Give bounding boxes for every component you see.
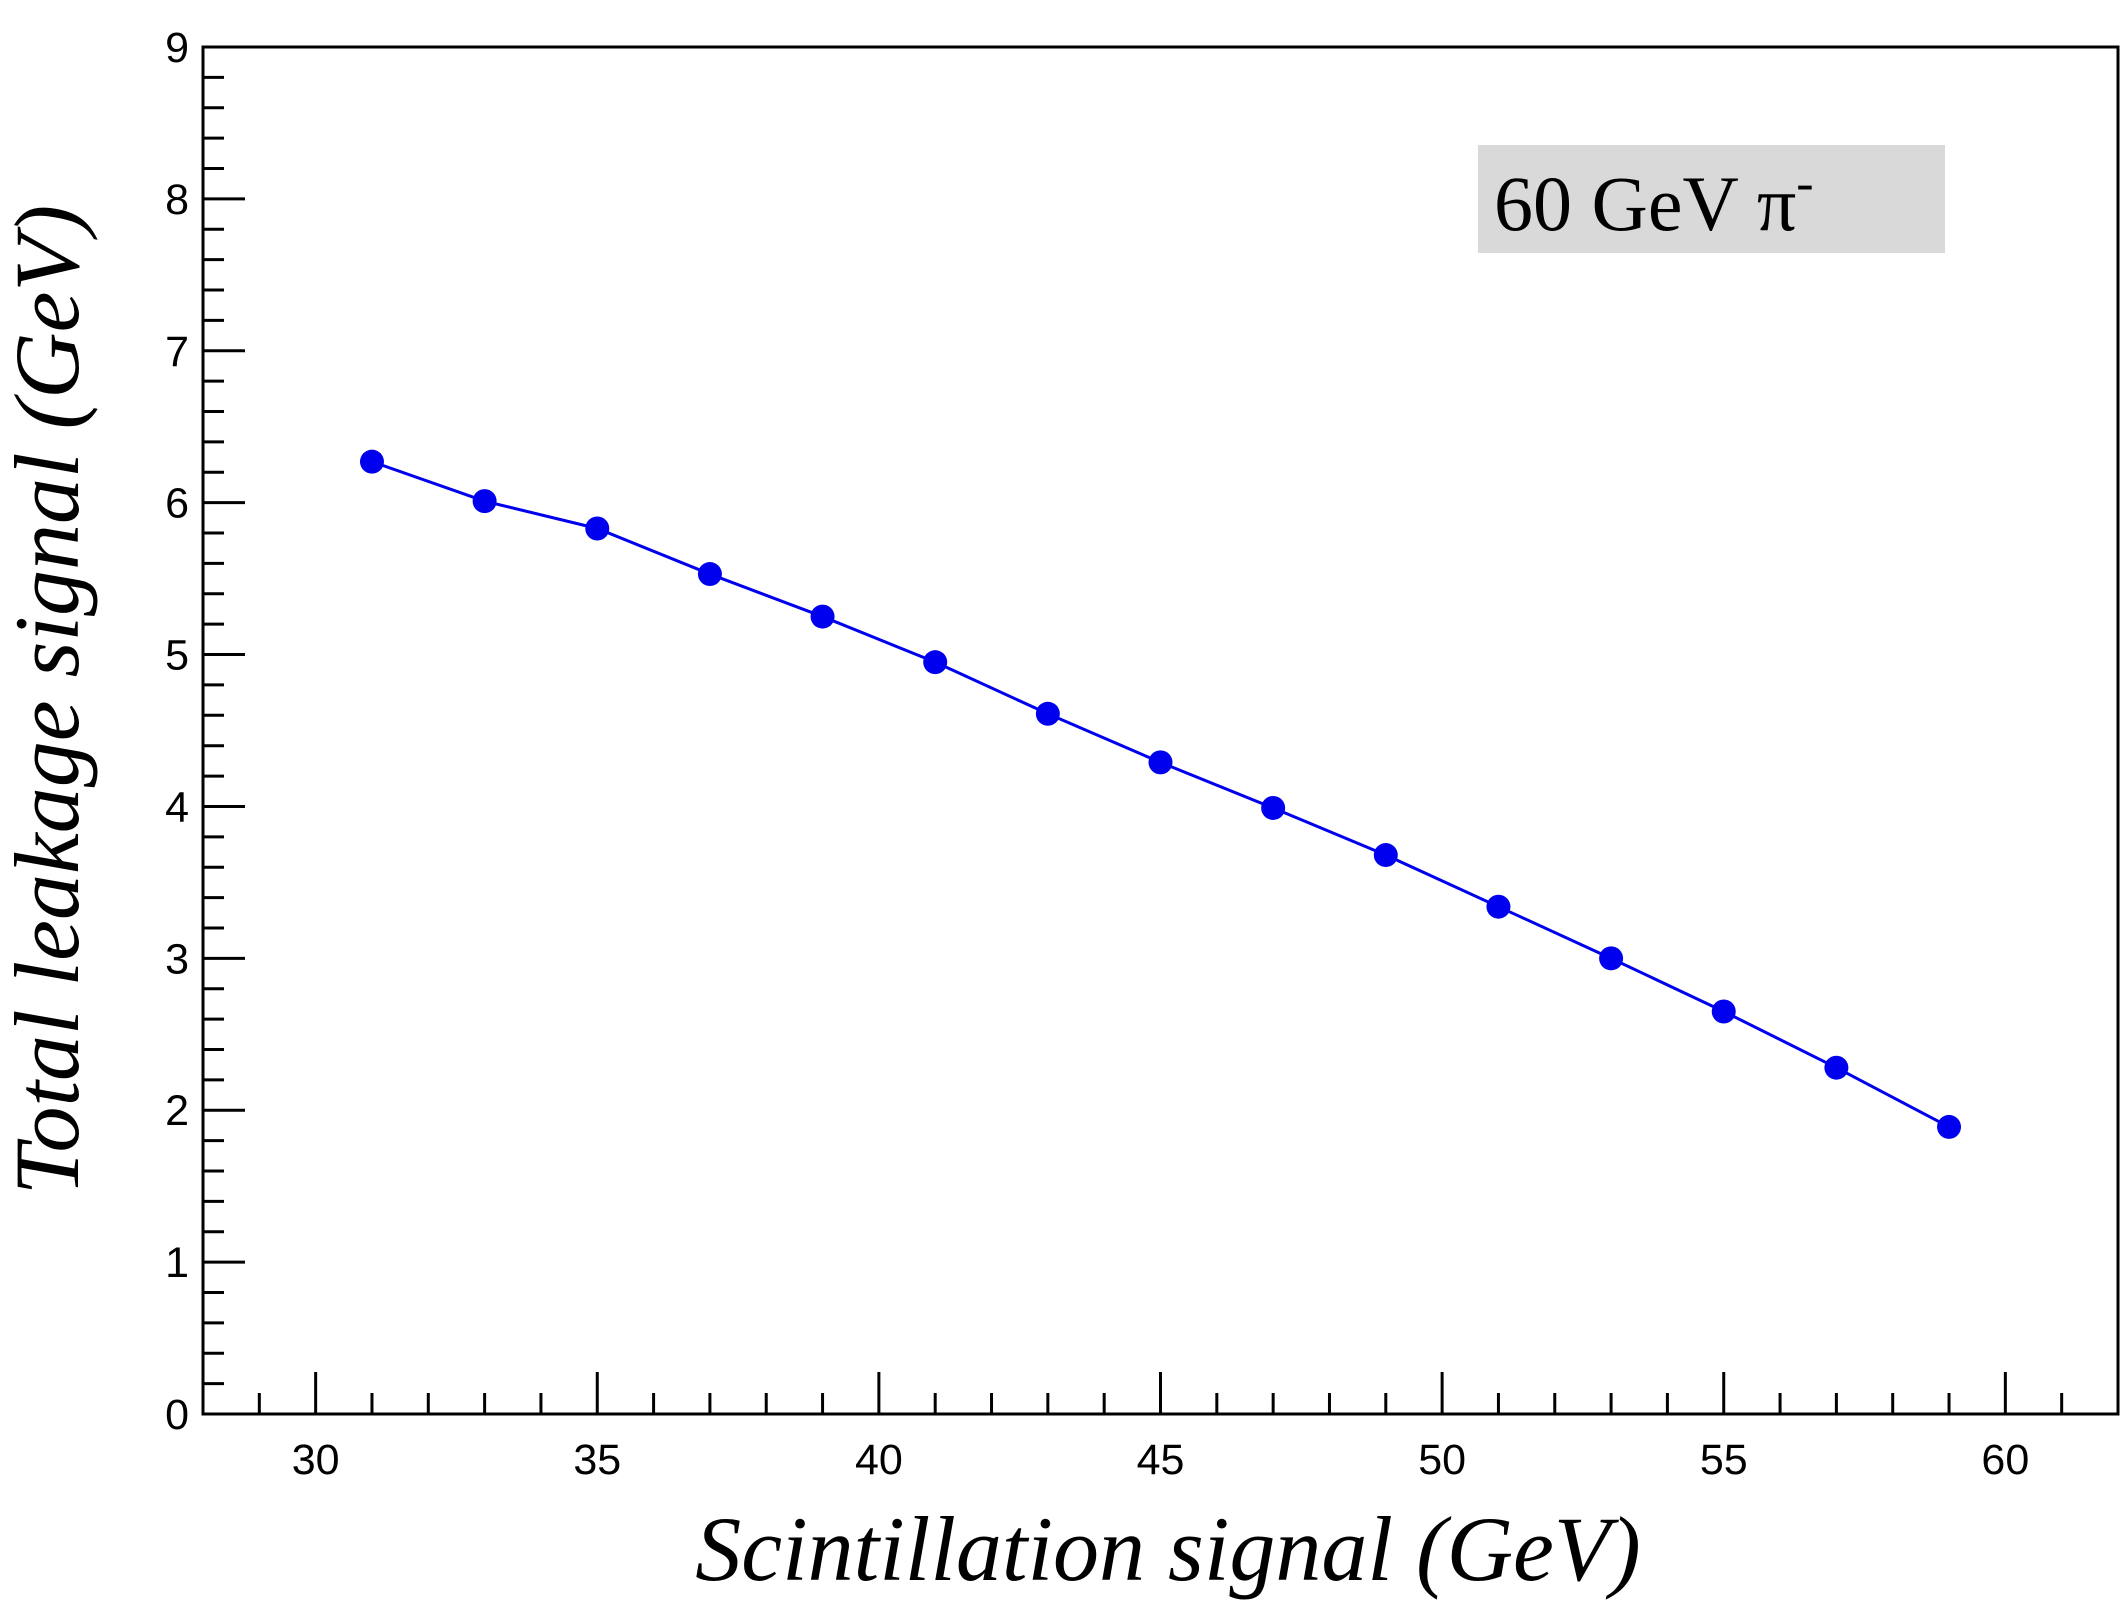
y-tick-label: 2 <box>165 1087 189 1135</box>
x-tick-label: 45 <box>1137 1436 1185 1484</box>
y-tick-label: 8 <box>165 176 189 224</box>
y-tick-label: 6 <box>165 480 189 528</box>
y-tick-label: 0 <box>165 1391 189 1439</box>
y-tick-label: 1 <box>165 1239 189 1287</box>
x-axis-tick-labels: 30 35 40 45 50 55 60 <box>292 1436 2030 1484</box>
data-point <box>1937 1114 1962 1139</box>
y-axis-ticks <box>203 45 245 1416</box>
data-point <box>1148 750 1173 775</box>
x-tick-label: 30 <box>292 1436 340 1484</box>
legend-box: 60 GeV π- <box>1478 145 1945 253</box>
y-axis-title: Total leakage signal (GeV) <box>0 205 98 1196</box>
data-point <box>1261 795 1286 820</box>
data-point <box>1824 1055 1849 1080</box>
y-tick-label: 7 <box>165 328 189 376</box>
data-point <box>472 489 497 514</box>
series-layer <box>359 449 1962 1139</box>
data-point <box>1599 946 1624 971</box>
series-line <box>371 460 1950 1129</box>
x-tick-label: 50 <box>1418 1436 1466 1484</box>
x-tick-label: 60 <box>1981 1436 2029 1484</box>
data-point <box>359 449 384 474</box>
legend-label: 60 GeV π- <box>1494 155 1814 247</box>
data-point <box>1035 701 1060 726</box>
y-tick-label: 9 <box>165 24 189 72</box>
x-tick-label: 55 <box>1700 1436 1748 1484</box>
legend-label-superscript: - <box>1796 155 1813 212</box>
y-axis-tick-labels: 0 1 2 3 4 5 6 7 8 9 <box>165 24 189 1439</box>
data-point <box>1711 999 1736 1024</box>
x-tick-label: 35 <box>573 1436 621 1484</box>
legend-label-main: 60 GeV π <box>1494 160 1796 247</box>
x-axis-ticks <box>257 1372 2064 1414</box>
data-point <box>923 650 948 675</box>
y-tick-label: 3 <box>165 935 189 983</box>
data-point <box>697 562 722 587</box>
y-tick-label: 5 <box>165 632 189 680</box>
data-point <box>585 516 610 541</box>
legend-background <box>1478 145 1945 253</box>
data-point <box>1373 843 1398 868</box>
x-axis-title: Scintillation signal (GeV) <box>695 1498 1640 1600</box>
y-tick-label: 4 <box>165 783 189 831</box>
x-tick-label: 40 <box>855 1436 903 1484</box>
data-point <box>1486 894 1511 919</box>
data-point <box>810 604 835 629</box>
